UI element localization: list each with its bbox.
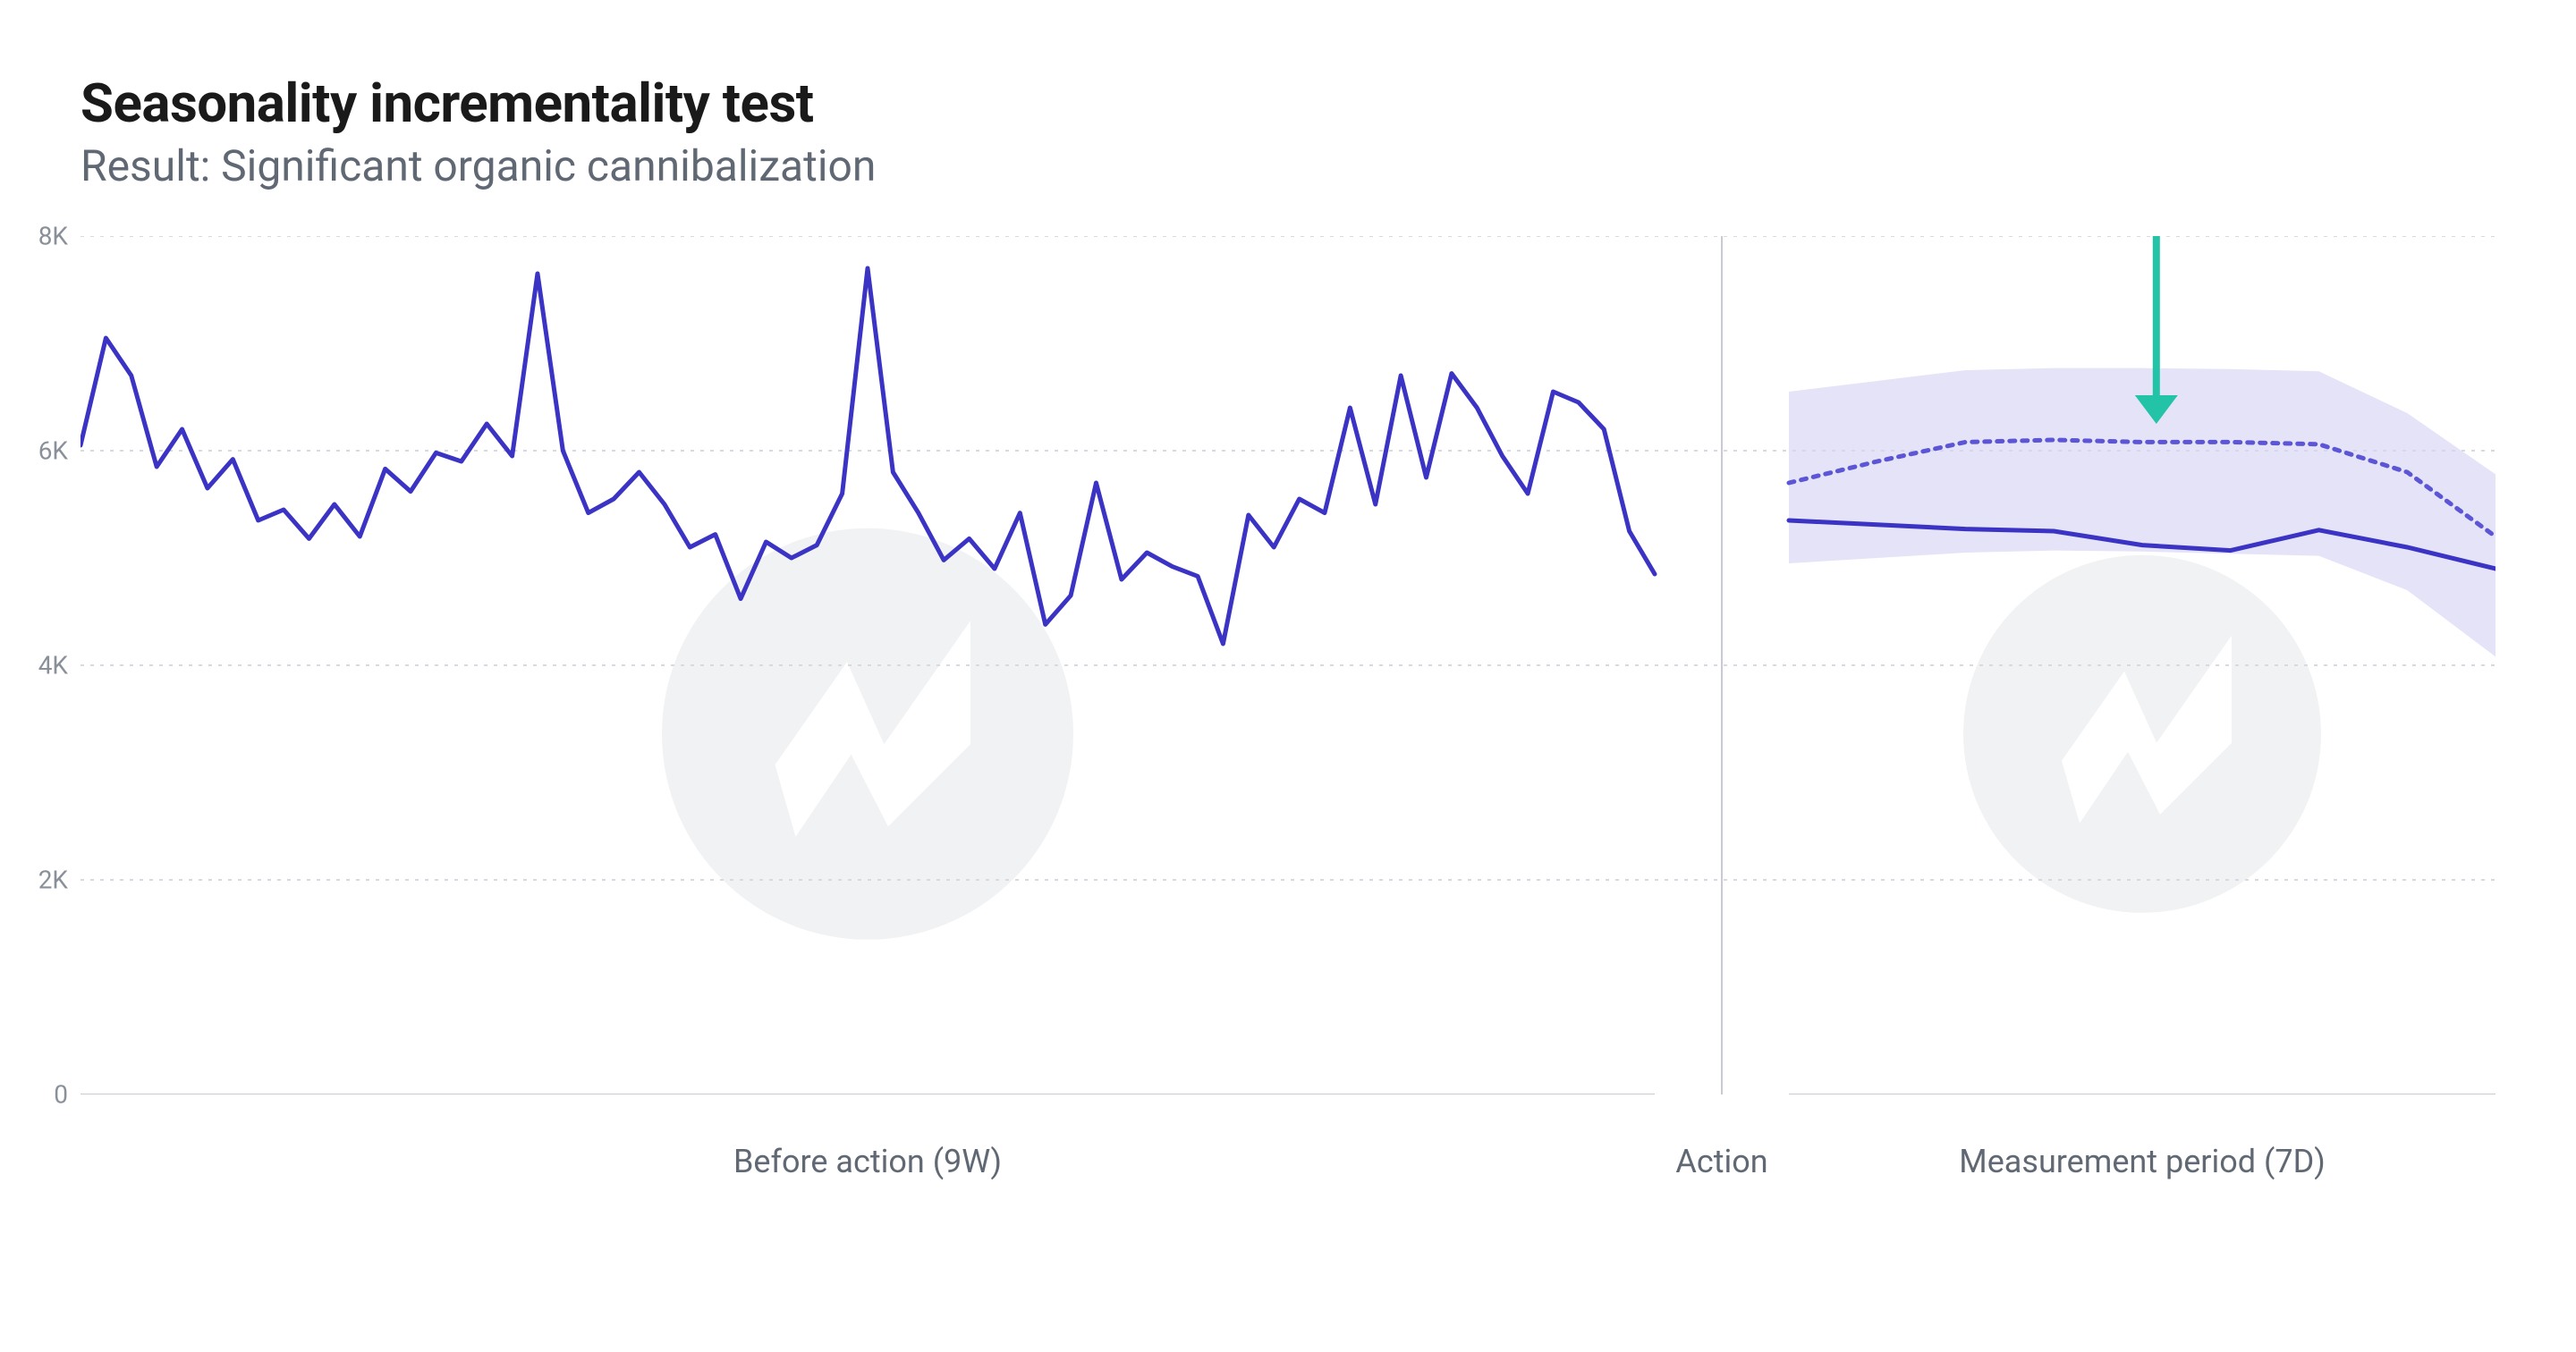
xlabel-measurement: Measurement period (7D) xyxy=(1789,1143,2496,1180)
chart-title: Seasonality incrementality test xyxy=(80,72,2496,135)
chart-svg xyxy=(80,236,2496,1094)
chart-area: 02K4K6K8K Before action (9W)ActionMeasur… xyxy=(80,236,2496,1094)
ytick-label: 2K xyxy=(38,866,68,895)
ytick-label: 4K xyxy=(38,651,68,680)
xlabel-before: Before action (9W) xyxy=(80,1143,1655,1180)
ytick-label: 8K xyxy=(38,222,68,251)
ytick-label: 6K xyxy=(38,436,68,466)
chart-subtitle: Result: Significant organic cannibalizat… xyxy=(80,140,2496,191)
xlabel-action: Action xyxy=(1655,1143,1789,1180)
ytick-label: 0 xyxy=(54,1080,68,1110)
